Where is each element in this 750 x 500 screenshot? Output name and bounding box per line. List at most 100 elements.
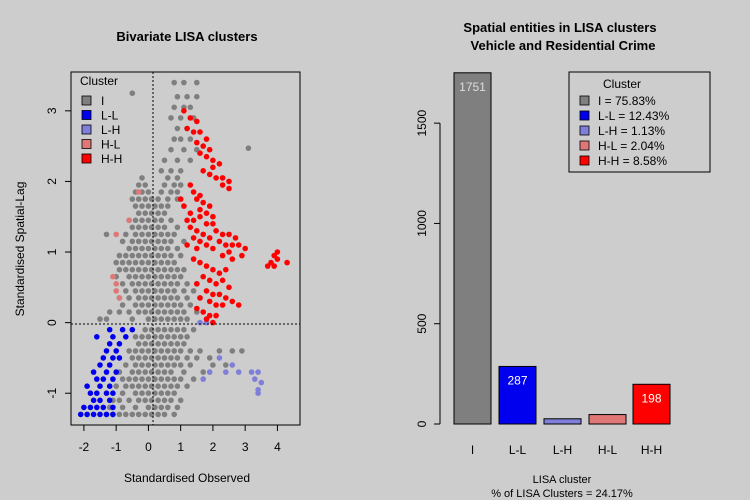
scatter-point-i [135,210,142,216]
scatter-point-i [139,217,145,224]
scatter-point-i [135,295,142,301]
scatter-point-i [152,302,158,308]
scatter-point-i [158,273,165,280]
scatter-point-i [171,362,177,368]
scatter-point-h-l [116,295,123,301]
scatter-point-i [174,383,181,390]
scatter-point-h-h [206,146,213,153]
scatter-point-i [177,397,184,404]
scatter-y-tick-label: -1 [45,388,59,399]
scatter-point-i [177,115,184,121]
scatter-point-i [158,217,165,224]
scatter-point-l-l [84,383,90,390]
scatter-point-i [200,369,206,375]
scatter-point-i [177,302,184,308]
scatter-point-l-l [106,397,113,404]
scatter-point-i [113,259,119,266]
scatter-point-h-l [113,281,119,287]
scatter-point-i [168,217,174,224]
scatter-point-h-h [194,245,200,252]
scatter-point-i [148,326,155,333]
scatter-point-i [145,404,152,411]
scatter-point-i [239,348,245,354]
scatter-point-l-h [223,369,229,375]
scatter-point-l-l [113,348,119,354]
scatter-point-l-l [103,348,110,354]
scatter-point-i [129,411,136,418]
scatter-point-h-h [223,242,229,248]
scatter-point-h-h [226,284,232,291]
bar-category-label: L-H [553,443,572,457]
scatter-point-i [171,348,177,354]
scatter-point-i [187,136,194,142]
scatter-point-i [126,295,132,301]
scatter-point-l-l [110,411,116,418]
scatter-point-i [126,348,132,354]
scatter-point-i [171,231,177,238]
scatter-point-i [177,348,184,354]
scatter-point-i [168,309,174,315]
scatter-point-i [155,369,161,375]
scatter-point-i [142,397,148,404]
scatter-point-i [161,341,168,347]
scatter-point-i [142,295,148,301]
scatter-point-i [139,302,145,308]
scatter-point-l-l [103,411,110,418]
scatter-point-h-h [210,157,216,164]
scatter-legend-title: Cluster [80,74,118,88]
scatter-point-l-l [103,369,110,375]
scatter-point-i [139,334,145,340]
scatter-point-i [148,252,155,259]
scatter-point-i [139,376,145,382]
scatter-point-i [174,245,181,252]
scatter-point-i [168,355,174,361]
scatter-point-l-h [252,376,258,382]
scatter-point-i [165,245,171,252]
scatter-point-i [116,411,123,418]
scatter-point-i [135,411,142,418]
scatter-point-i [161,182,168,188]
scatter-point-i [126,273,132,280]
scatter-point-i [148,238,155,245]
scatter-point-i [174,326,181,333]
scatter-point-l-l [94,404,100,411]
scatter-point-l-l [81,404,87,411]
scatter-point-i [148,341,155,347]
scatter-point-i [142,309,148,315]
scatter-point-h-h [184,242,190,248]
scatter-point-h-h [223,266,229,273]
scatter-point-h-h [190,217,197,224]
scatter-point-i [145,259,152,266]
scatter-point-h-h [190,189,197,195]
scatter-legend-label: L-H [101,123,120,137]
scatter-point-h-h [197,150,203,156]
scatter-point-h-h [219,302,226,308]
scatter-point-i [174,355,181,361]
scatter-point-l-h [216,355,223,361]
bar-x-axis-note: % of LISA Clusters = 24.17% [491,488,633,500]
scatter-point-i [168,397,174,404]
scatter-point-i [245,145,252,151]
scatter-point-i [184,334,190,340]
scatter-point-i [181,238,187,245]
bar-value-label: 287 [507,373,527,387]
scatter-point-l-l [97,362,103,368]
scatter-point-i [165,273,171,280]
scatter-points [77,79,290,418]
bar-legend-swatch [579,95,590,106]
scatter-point-i [139,175,145,181]
scatter-point-h-h [187,210,194,216]
scatter-point-i [97,316,103,322]
scatter-point-i [165,175,171,181]
bar-legend-label: L-L = 12.43% [598,109,670,123]
scatter-point-i [171,411,177,418]
scatter-point-i [139,273,145,280]
scatter-point-i [123,231,129,238]
bar-legend-swatch [579,125,590,136]
scatter-point-i [168,168,174,174]
scatter-point-i [184,316,190,322]
scatter-point-i [113,383,119,390]
scatter-point-i [158,231,165,238]
scatter-point-i [135,397,142,404]
scatter-point-i [158,168,165,174]
